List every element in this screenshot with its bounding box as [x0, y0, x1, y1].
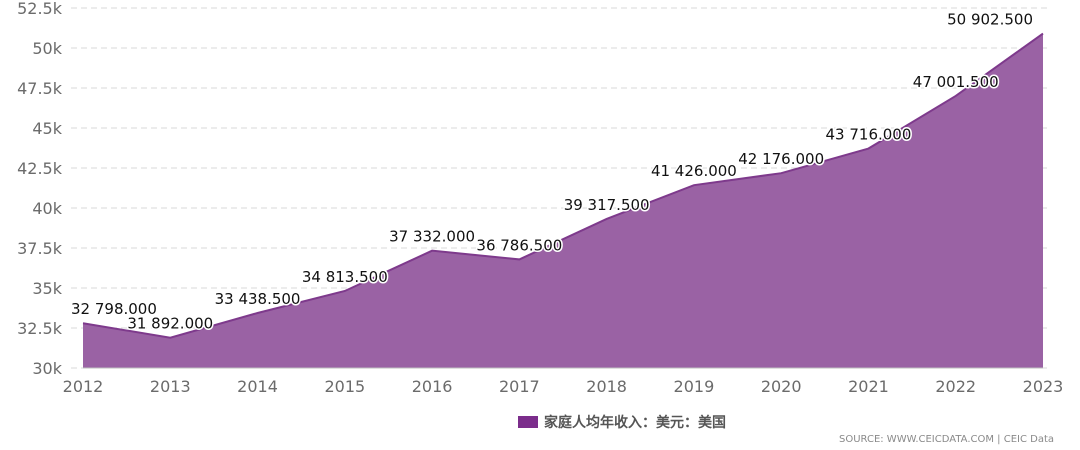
y-tick-label: 47.5k [17, 79, 63, 98]
x-tick-label: 2013 [150, 377, 191, 396]
data-label: 32 798.000 [71, 300, 157, 318]
data-label: 39 317.500 [564, 196, 650, 214]
x-tick-label: 2023 [1023, 377, 1064, 396]
y-tick-label: 42.5k [17, 159, 63, 178]
x-tick-label: 2022 [935, 377, 976, 396]
x-tick-label: 2018 [586, 377, 627, 396]
y-tick-label: 30k [32, 359, 62, 378]
data-label: 50 902.500 [947, 11, 1033, 29]
x-tick-label: 2020 [761, 377, 802, 396]
x-tick-label: 2017 [499, 377, 540, 396]
data-label: 34 813.500 [302, 268, 388, 286]
area-chart: 30k 32.5k 35k 37.5k 40k 42.5k 45k 47.5k 50k 52.5k… [17, 0, 1064, 396]
data-label: 42 176.000 [738, 150, 824, 168]
data-label: 47 001.500 [913, 73, 999, 91]
data-label: 43 716.000 [826, 126, 912, 144]
x-tick-label: 2019 [674, 377, 715, 396]
x-tick-label: 2012 [63, 377, 104, 396]
area-fill [83, 33, 1043, 369]
x-tick-label: 2014 [237, 377, 278, 396]
y-tick-label: 32.5k [17, 319, 63, 338]
legend-swatch [518, 416, 538, 428]
y-axis: 30k 32.5k 35k 37.5k 40k 42.5k 45k 47.5k 50k 52.5k [17, 0, 63, 378]
x-tick-label: 2016 [412, 377, 453, 396]
x-axis: 2012 2013 2014 2015 2016 2017 2018 2019 2020 2021… [63, 367, 1064, 396]
y-tick-label: 37.5k [17, 239, 63, 258]
data-label: 36 786.500 [476, 236, 562, 254]
x-tick-label: 2021 [848, 377, 889, 396]
y-tick-label: 35k [32, 279, 62, 298]
data-label: 37 332.000 [389, 228, 475, 246]
area-series [82, 32, 1044, 369]
series-line [82, 32, 1044, 339]
legend-label: 家庭人均年收入：美元：美国 [544, 415, 726, 431]
y-tick-label: 45k [32, 119, 62, 138]
data-label: 41 426.000 [651, 162, 737, 180]
source-credit: SOURCE: WWW.CEICDATA.COM | CEIC Data [838, 434, 1054, 445]
y-tick-label: 50k [32, 39, 62, 58]
y-tick-label: 52.5k [17, 0, 63, 18]
data-label: 33 438.500 [215, 290, 301, 308]
legend: 家庭人均年收入：美元：美国 [518, 412, 726, 432]
x-tick-label: 2015 [324, 377, 365, 396]
data-label: 31 892.000 [127, 315, 213, 333]
y-tick-label: 40k [32, 199, 62, 218]
